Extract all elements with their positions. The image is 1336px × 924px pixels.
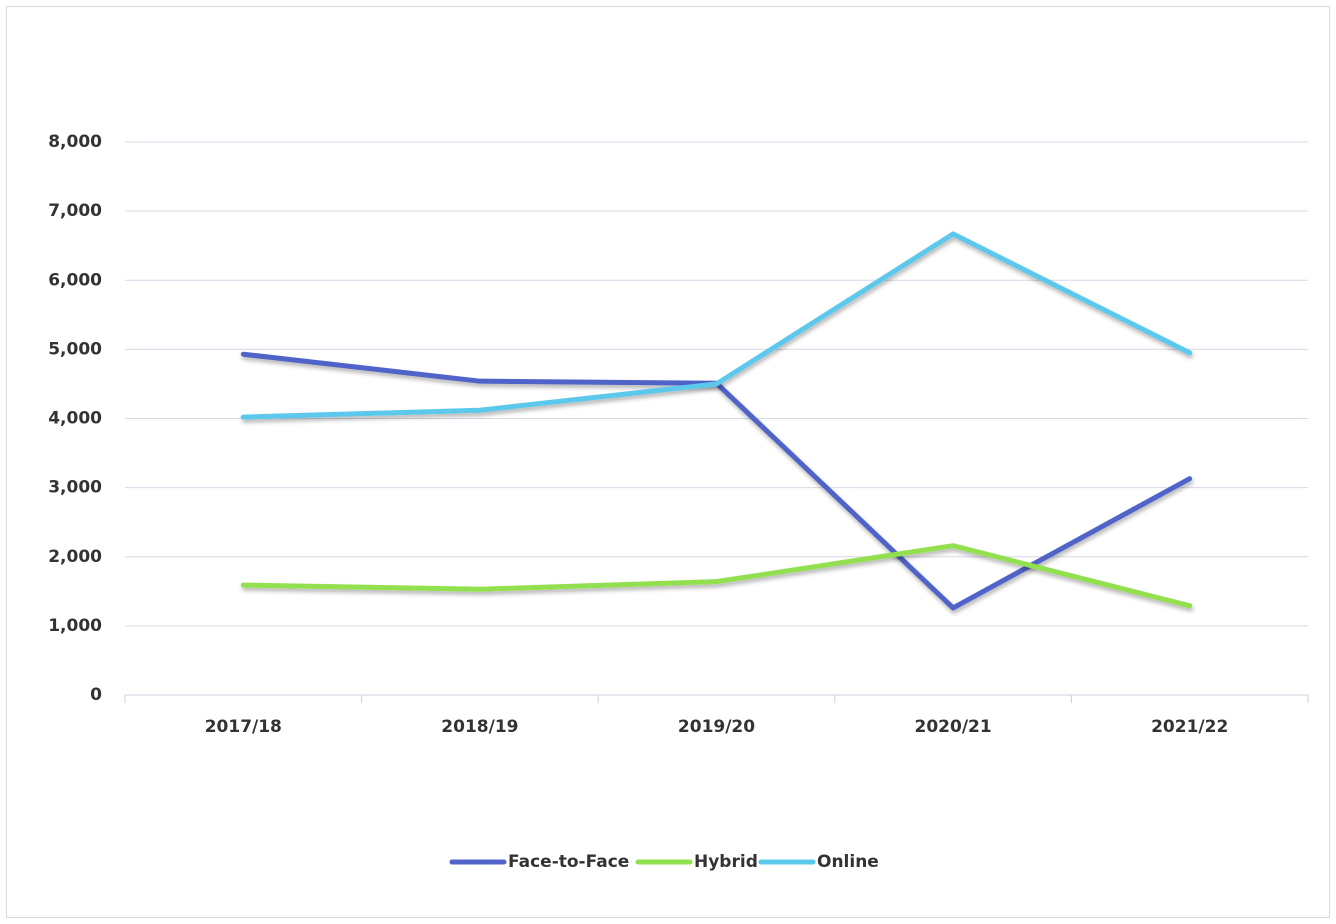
x-tick-label: 2021/22 [1151, 717, 1228, 737]
y-tick-label: 8,000 [48, 132, 102, 152]
x-tick-label: 2018/19 [441, 717, 518, 737]
y-tick-label: 5,000 [48, 339, 102, 359]
y-tick-label: 7,000 [48, 201, 102, 221]
y-tick-label: 6,000 [48, 270, 102, 290]
series-line [240, 543, 1193, 609]
x-tick-label: 2020/21 [915, 717, 992, 737]
series-line [240, 231, 1193, 420]
y-tick-label: 2,000 [48, 547, 102, 567]
legend-label: Online [817, 852, 879, 872]
chart-border [6, 6, 1330, 918]
legend-label: Face-to-Face [508, 852, 629, 872]
legend-label: Hybrid [694, 852, 758, 872]
x-tick-label: 2017/18 [205, 717, 282, 737]
y-tick-label: 3,000 [48, 478, 102, 498]
y-tick-label: 0 [90, 685, 102, 705]
y-tick-label: 1,000 [48, 616, 102, 636]
y-tick-label: 4,000 [48, 409, 102, 429]
x-tick-label: 2019/20 [678, 717, 755, 737]
